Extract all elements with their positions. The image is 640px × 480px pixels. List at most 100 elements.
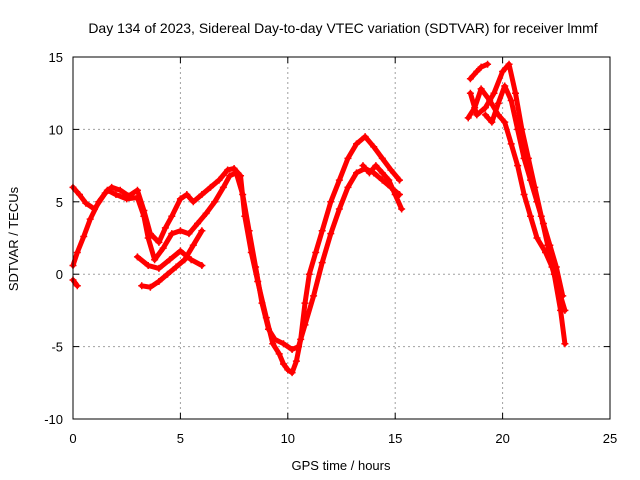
data-point — [189, 198, 197, 206]
data-point — [151, 256, 159, 264]
data-point — [166, 256, 174, 264]
data-point — [219, 183, 227, 191]
data-point — [176, 227, 184, 235]
data-point — [133, 253, 141, 261]
data-point — [172, 263, 180, 271]
data-point — [288, 369, 296, 377]
series-line — [467, 61, 491, 82]
data-point — [507, 96, 515, 104]
data-point — [75, 191, 83, 199]
data-point — [473, 67, 481, 75]
data-point — [144, 234, 152, 242]
data-point — [507, 140, 515, 148]
data-point — [494, 99, 502, 107]
data-point — [116, 186, 124, 194]
data-point — [344, 154, 352, 162]
data-point — [271, 335, 279, 343]
data-point — [305, 270, 313, 278]
data-point — [280, 360, 288, 368]
data-point — [187, 256, 195, 264]
data-point — [80, 233, 88, 241]
data-point — [353, 169, 361, 177]
data-point — [275, 350, 283, 358]
data-point — [82, 199, 90, 207]
data-point — [552, 263, 560, 271]
series-track-6 — [466, 60, 492, 83]
data-point — [176, 195, 184, 203]
data-point — [280, 340, 288, 348]
data-point — [318, 227, 326, 235]
data-point — [344, 183, 352, 191]
data-point — [505, 60, 513, 68]
data-point — [123, 195, 131, 203]
series-track-4 — [138, 227, 206, 291]
data-point — [258, 299, 266, 307]
data-point — [318, 259, 326, 267]
data-point — [288, 345, 296, 353]
data-point — [155, 264, 163, 272]
data-point — [520, 154, 528, 162]
data-point — [533, 234, 541, 242]
data-point — [155, 238, 163, 246]
data-point — [73, 282, 81, 290]
x-tick-label: 0 — [69, 431, 76, 446]
data-point — [103, 186, 111, 194]
data-point — [466, 89, 474, 97]
data-point — [398, 205, 406, 213]
y-axis-label: SDTVAR / TECUs — [6, 186, 21, 291]
data-point — [501, 82, 509, 90]
y-tick-label: 15 — [49, 50, 63, 65]
data-point — [245, 227, 253, 235]
series-track-10 — [359, 162, 406, 213]
y-tick-label: 10 — [49, 122, 63, 137]
data-point — [146, 283, 154, 291]
data-point — [133, 193, 141, 201]
data-point — [252, 263, 260, 271]
series-line — [467, 61, 568, 347]
data-point — [353, 140, 361, 148]
series-track-8 — [464, 85, 569, 314]
data-point — [391, 191, 399, 199]
data-point — [159, 244, 167, 252]
data-point — [301, 321, 309, 329]
data-point — [310, 292, 318, 300]
data-point — [284, 366, 292, 374]
data-point — [527, 176, 535, 184]
data-point — [488, 118, 496, 126]
data-point — [481, 104, 489, 112]
series-track-7 — [466, 60, 569, 348]
data-point — [202, 209, 210, 217]
data-point — [295, 343, 303, 351]
data-point — [335, 205, 343, 213]
data-point — [501, 118, 509, 126]
series-group — [69, 60, 569, 377]
data-point — [511, 89, 519, 97]
data-point — [215, 176, 223, 184]
data-point — [176, 247, 184, 255]
data-point — [301, 299, 309, 307]
y-tick-label: -5 — [51, 340, 63, 355]
data-point — [239, 191, 247, 199]
data-point — [486, 96, 494, 104]
data-point — [183, 191, 191, 199]
y-tick-label: -10 — [44, 412, 63, 427]
data-point — [232, 169, 240, 177]
data-point — [395, 176, 403, 184]
series-line — [70, 166, 402, 352]
data-point — [224, 166, 232, 174]
data-point — [198, 191, 206, 199]
data-point — [378, 169, 386, 177]
data-point — [514, 125, 522, 133]
data-point — [561, 340, 569, 348]
data-point — [471, 104, 479, 112]
data-point — [164, 270, 172, 278]
data-point — [198, 262, 206, 270]
tick-labels: 0 5 10 15 20 25 -10 -5 0 5 10 15 — [44, 50, 617, 446]
series-track-3 — [133, 247, 206, 272]
data-point — [387, 166, 395, 174]
data-point — [185, 230, 193, 238]
data-point — [372, 162, 380, 170]
data-point — [546, 241, 554, 249]
data-point — [327, 198, 335, 206]
